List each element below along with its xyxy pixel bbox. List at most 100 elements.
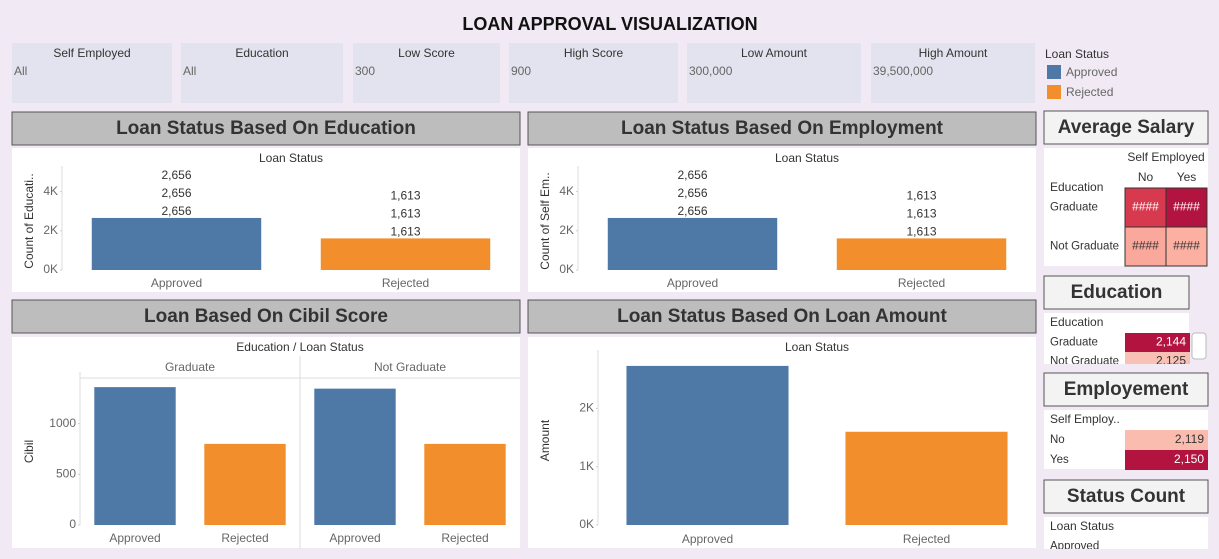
y-tick-label: 4K xyxy=(559,184,574,198)
cell-value: #### xyxy=(1173,239,1200,253)
filter-card xyxy=(687,43,861,103)
value-label: 2,656 xyxy=(677,186,707,200)
table: Education Graduate 2,144 Not Graduate 2,125 xyxy=(1044,313,1190,368)
chart-title: Loan Status Based On Education xyxy=(116,118,416,139)
filter-label: Education xyxy=(235,46,288,60)
legend-label: Approved xyxy=(1066,65,1117,79)
cell-value: #### xyxy=(1132,200,1159,214)
chart-title: Loan Based On Cibil Score xyxy=(144,306,388,327)
filter-label: Low Amount xyxy=(741,46,808,60)
row-label: Yes xyxy=(1050,454,1069,466)
row-label: Approved xyxy=(1050,541,1099,553)
row-header: Education xyxy=(1050,180,1103,194)
x-tick-label: Rejected xyxy=(221,531,268,545)
filter-card xyxy=(353,43,500,103)
title-bar xyxy=(1043,110,1209,145)
y-tick-label: 0K xyxy=(559,262,574,276)
value-label: 2,656 xyxy=(161,204,191,218)
table: Loan StatusApprovedRejected1,613 xyxy=(1044,517,1208,553)
y-axis-label: Cibil xyxy=(22,440,36,463)
cell-value: #### xyxy=(1173,200,1200,214)
cell xyxy=(1124,226,1167,267)
x-tick-label: Approved xyxy=(682,532,733,546)
column-label: No xyxy=(1138,170,1154,184)
title-bar xyxy=(1043,372,1209,407)
value-label: 1,613 xyxy=(390,225,420,239)
filter-value: All xyxy=(183,64,196,78)
value-label: 1,613 xyxy=(906,207,936,221)
chart-header: Education / Loan Status xyxy=(236,340,363,354)
x-tick-label: Approved xyxy=(667,276,718,290)
row-label: No xyxy=(1050,434,1065,446)
title-bar xyxy=(527,299,1037,334)
x-tick-label: Rejected xyxy=(903,532,950,546)
row-header: Loan Status xyxy=(1050,519,1114,533)
x-tick-label: Approved xyxy=(329,531,380,545)
cell-value: 2,144 xyxy=(1156,335,1186,349)
value-label: 1,613 xyxy=(906,225,936,239)
value-label: 1,613 xyxy=(906,189,936,203)
bar xyxy=(320,238,491,270)
bar xyxy=(204,443,286,525)
y-tick-label: 2K xyxy=(579,401,594,415)
y-axis-label: Count of Self Em.. xyxy=(538,172,552,269)
filter-card xyxy=(12,43,172,103)
row-label: Not Graduate xyxy=(1050,241,1119,253)
bar xyxy=(91,217,262,270)
table-title: Education xyxy=(1071,282,1163,303)
row-header: Education xyxy=(1050,315,1103,329)
value-label: 2,656 xyxy=(677,204,707,218)
row-label: Graduate xyxy=(1050,202,1098,214)
y-tick-label: 0K xyxy=(579,517,594,531)
column-header: Self Employed xyxy=(1127,150,1204,164)
value-label: 2,656 xyxy=(677,168,707,182)
cell-value: 2,125 xyxy=(1156,354,1186,368)
filter-value: 39,500,000 xyxy=(873,64,933,78)
column-label: Yes xyxy=(1177,170,1197,184)
title-bar xyxy=(1043,275,1190,310)
chart-header: Loan Status xyxy=(775,151,839,165)
bar xyxy=(424,443,506,525)
cell-value: #### xyxy=(1132,239,1159,253)
y-tick-label: 4K xyxy=(43,184,58,198)
chart-area xyxy=(528,148,1036,292)
scrollbar[interactable] xyxy=(1191,332,1207,360)
legend-swatch xyxy=(1047,65,1061,79)
chart-title: Loan Status Based On Employment xyxy=(621,118,944,139)
bar xyxy=(314,388,396,525)
bar xyxy=(607,217,778,270)
y-tick-label: 1K xyxy=(579,459,594,473)
filter-value: All xyxy=(14,64,27,78)
filter-card xyxy=(181,43,343,103)
table: Self Employ.. No 2,119 Yes 2,150 xyxy=(1044,410,1208,470)
row-header: Self Employ.. xyxy=(1050,412,1120,426)
row-label: Not Graduate xyxy=(1050,356,1119,368)
title-bar xyxy=(11,111,521,146)
legend-label: Rejected xyxy=(1066,85,1113,99)
y-tick-label: 2K xyxy=(43,223,58,237)
filter-card xyxy=(871,43,1035,103)
y-axis-label: Amount xyxy=(538,419,552,461)
y-tick-label: 500 xyxy=(56,466,76,480)
filter-value: 300,000 xyxy=(689,64,733,78)
table: Self Employed No Yes Education Graduate #### #… xyxy=(1044,148,1208,267)
cell xyxy=(1165,226,1208,267)
x-tick-label: Approved xyxy=(109,531,160,545)
bar xyxy=(94,387,176,525)
title-bar xyxy=(1043,479,1209,514)
cell xyxy=(1125,333,1190,352)
value-label: 1,613 xyxy=(390,189,420,203)
table-area xyxy=(1044,517,1208,549)
chart-header: Loan Status xyxy=(785,340,849,354)
title-bar xyxy=(527,111,1037,146)
value-label: 1,613 xyxy=(390,207,420,221)
chart-header: Loan Status xyxy=(259,151,323,165)
filter-label: High Score xyxy=(564,46,624,60)
dashboard-title: LOAN APPROVAL VISUALIZATION xyxy=(462,14,757,34)
panel-label: Not Graduate xyxy=(374,360,446,374)
legend-title: Loan Status xyxy=(1045,47,1109,61)
chart-area xyxy=(12,148,520,292)
x-tick-label: Rejected xyxy=(441,531,488,545)
y-tick-label: 0 xyxy=(69,517,76,531)
